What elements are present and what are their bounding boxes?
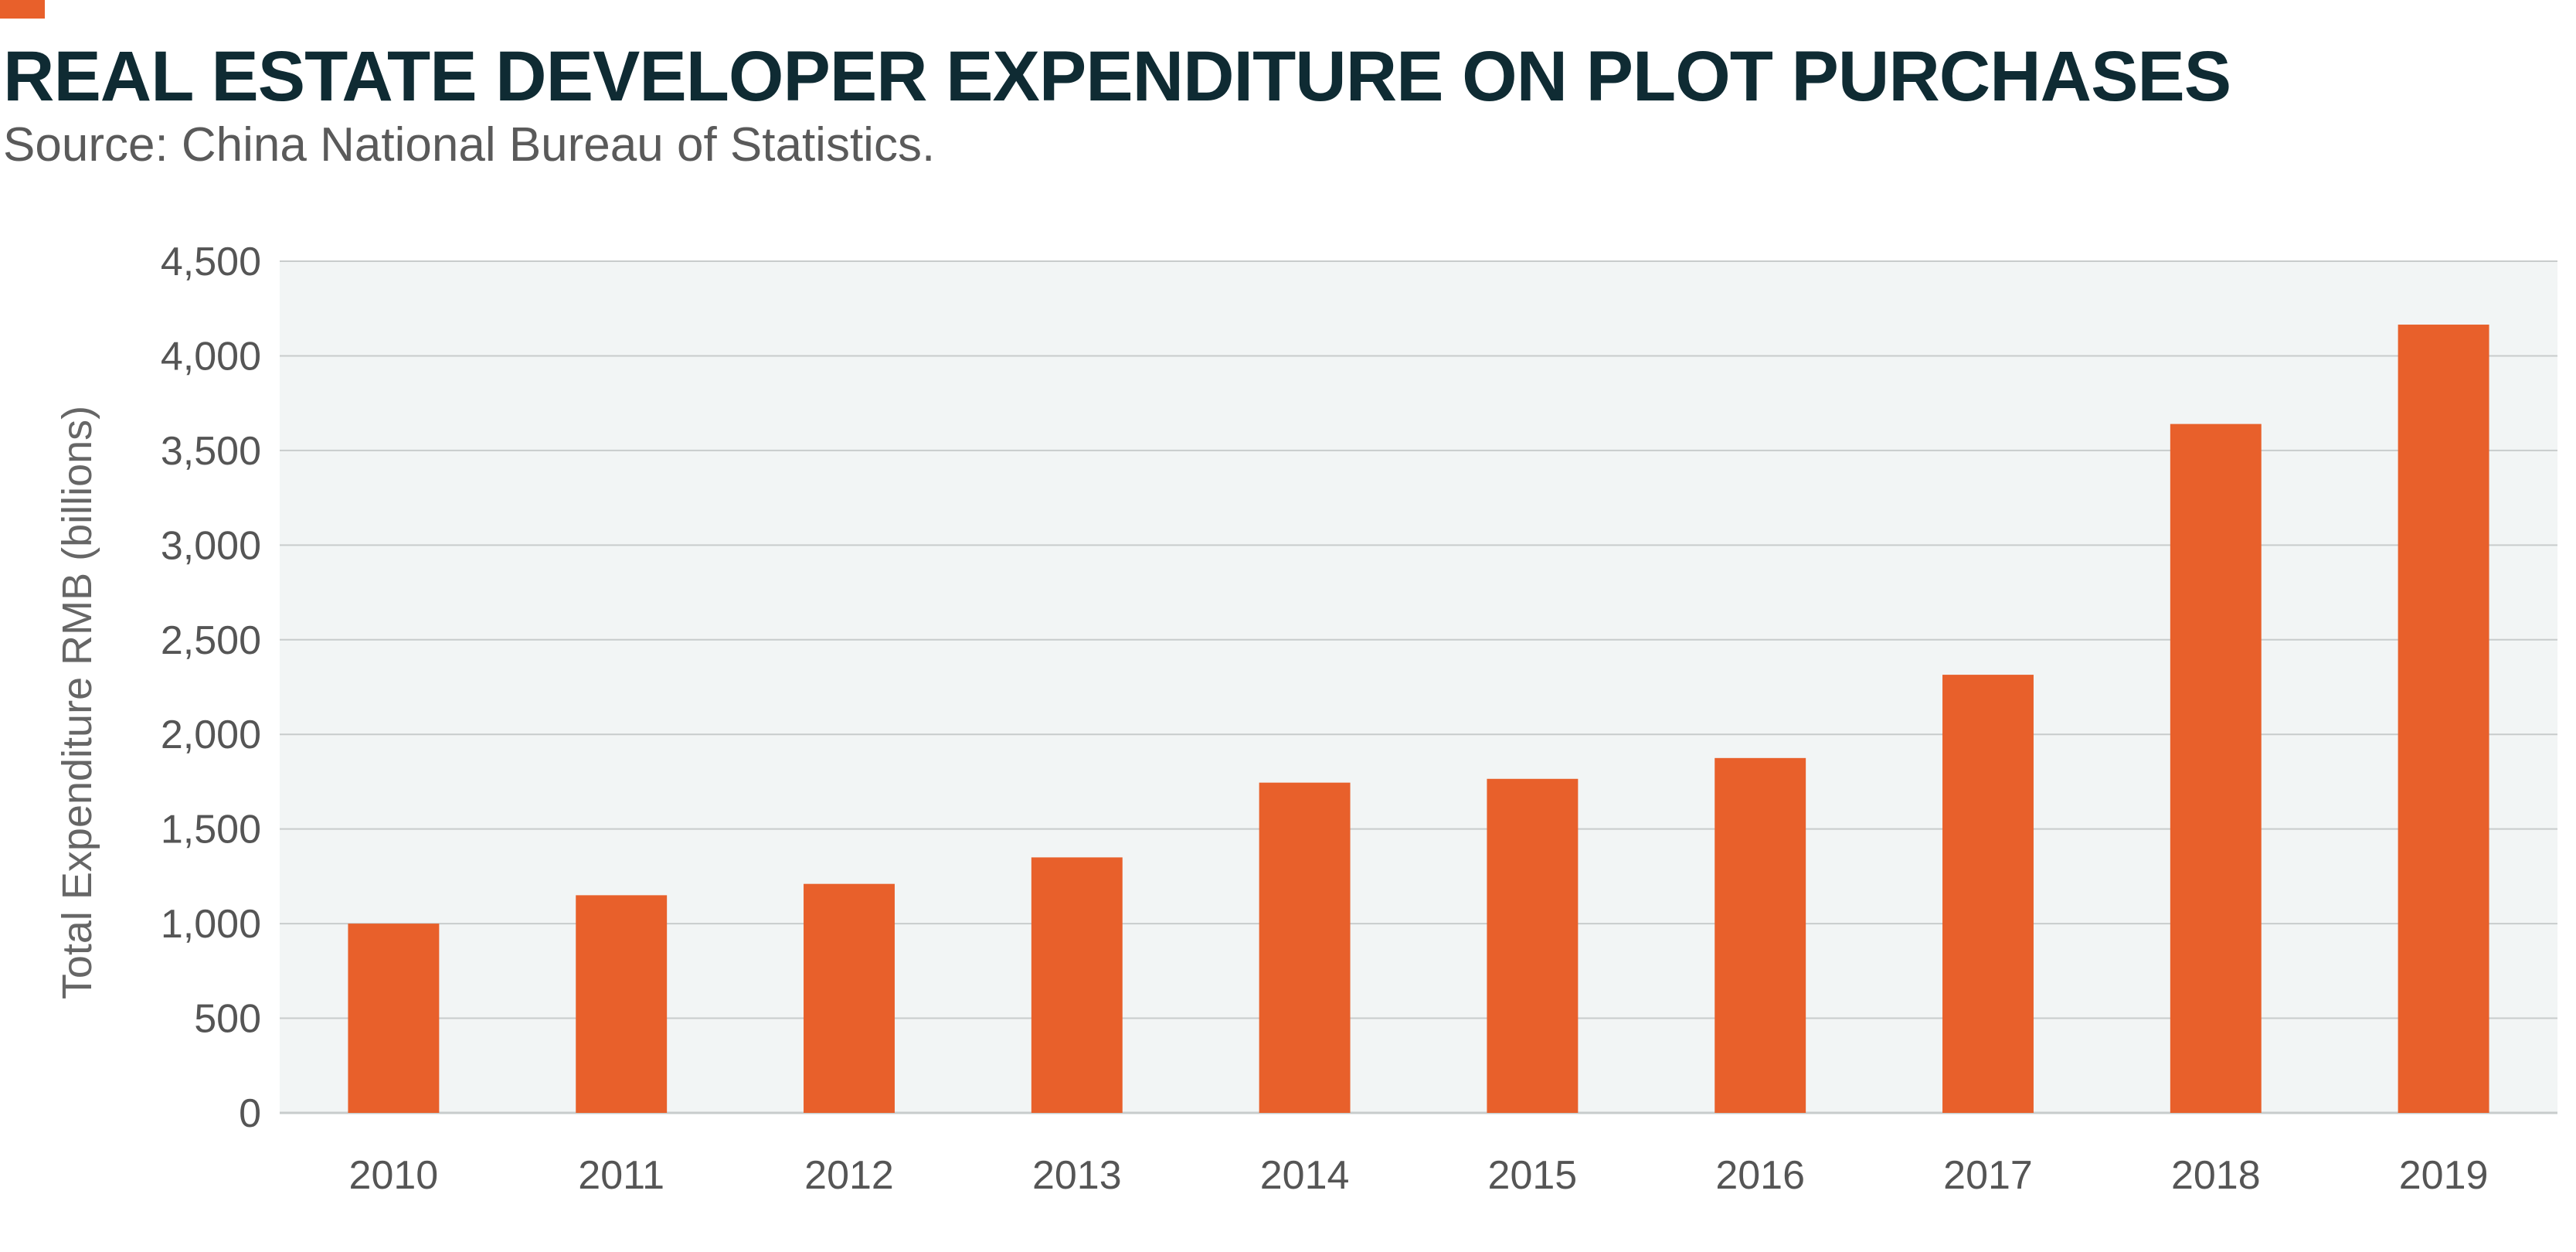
- x-tick-label: 2011: [578, 1153, 664, 1198]
- bar-2015: [1487, 778, 1579, 1113]
- x-tick-label: 2016: [1715, 1153, 1805, 1198]
- x-tick-label: 2019: [2399, 1153, 2489, 1198]
- x-axis-ticks: 2010 2011 2012 2013 2014 2015 2016 2017 2018 2019: [349, 1153, 2489, 1198]
- x-tick-label: 2013: [1032, 1153, 1122, 1198]
- chart-title: REAL ESTATE DEVELOPER EXPENDITURE ON PLO…: [3, 37, 2231, 116]
- y-tick-label: 1,500: [161, 808, 261, 852]
- x-tick-label: 2012: [804, 1153, 894, 1198]
- y-tick-label: 2,500: [161, 618, 261, 663]
- x-tick-label: 2017: [1943, 1153, 2033, 1198]
- bar-2012: [804, 883, 895, 1113]
- y-axis-ticks: 0 500 1,000 1,500 2,000 2,500 3,000 3,500 4,000 4…: [161, 240, 261, 1136]
- bar-2016: [1715, 757, 1806, 1113]
- y-tick-label: 500: [194, 997, 261, 1042]
- y-tick-label: 3,000: [161, 523, 261, 568]
- y-tick-label: 0: [239, 1091, 261, 1136]
- y-axis-label: Total Expenditure RMB (billions): [54, 406, 100, 999]
- chart-subtitle: Source: China National Bureau of Statist…: [3, 118, 936, 172]
- y-tick-label: 2,000: [161, 713, 261, 757]
- x-tick-label: 2010: [349, 1153, 439, 1198]
- bar-2018: [2170, 424, 2262, 1113]
- bar-2017: [1942, 675, 2034, 1113]
- y-tick-label: 3,500: [161, 429, 261, 474]
- bar-2010: [348, 924, 440, 1113]
- x-tick-label: 2015: [1488, 1153, 1578, 1198]
- x-tick-label: 2014: [1260, 1153, 1350, 1198]
- bar-2014: [1259, 782, 1351, 1113]
- bar-2019: [2398, 325, 2489, 1113]
- accent-bar: [0, 0, 45, 19]
- bar-2011: [576, 895, 668, 1113]
- y-tick-label: 4,000: [161, 334, 261, 379]
- bar-2013: [1031, 857, 1123, 1113]
- y-tick-label: 1,000: [161, 902, 261, 947]
- x-tick-label: 2018: [2171, 1153, 2261, 1198]
- bars: [348, 325, 2489, 1113]
- y-tick-label: 4,500: [161, 240, 261, 284]
